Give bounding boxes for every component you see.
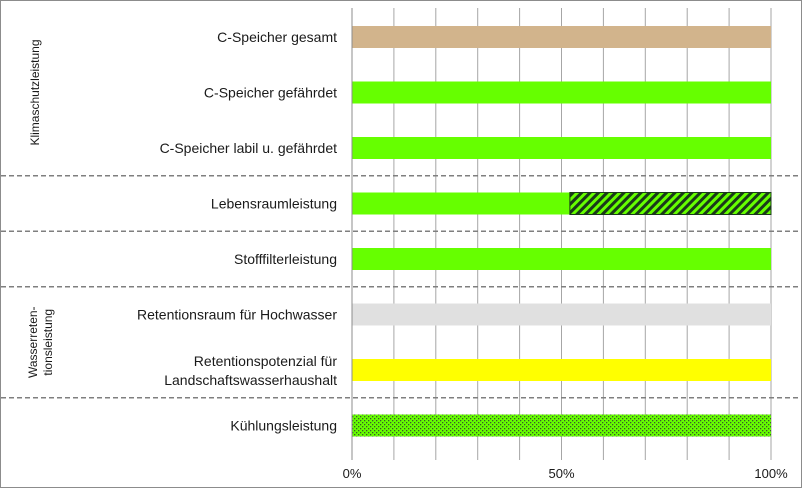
group-label: Klimaschutzleistung (28, 39, 42, 145)
bars (352, 26, 772, 437)
x-tick-label: 0% (343, 466, 362, 481)
bar-segment (352, 248, 771, 270)
bar-segment (352, 192, 570, 215)
bar-segment (352, 26, 771, 48)
category-label: Lebensraumleistung (211, 196, 337, 212)
category-label: Retentionsraum für Hochwasser (137, 307, 337, 323)
bar-segment (569, 192, 772, 215)
x-tick-label: 100% (754, 466, 788, 481)
category-label: C-Speicher labil u. gefährdet (160, 140, 338, 156)
bar-segment (352, 303, 771, 326)
bar-segment (352, 137, 771, 159)
group-label: Wasserreten-tionsleistung (26, 306, 55, 378)
category-label: C-Speicher gefährdet (204, 85, 337, 101)
category-label: Kühlungsleistung (230, 418, 337, 434)
x-tick-label: 50% (548, 466, 574, 481)
category-label: Stofffilterleistung (234, 251, 337, 267)
bar-segment (352, 414, 771, 437)
bar-segment (352, 81, 771, 104)
category-label: Retentionspotenzial für Landschaftswasser… (164, 353, 337, 388)
category-label: C-Speicher gesamt (217, 29, 337, 45)
bar-segment (352, 359, 771, 381)
gridlines (351, 8, 772, 460)
